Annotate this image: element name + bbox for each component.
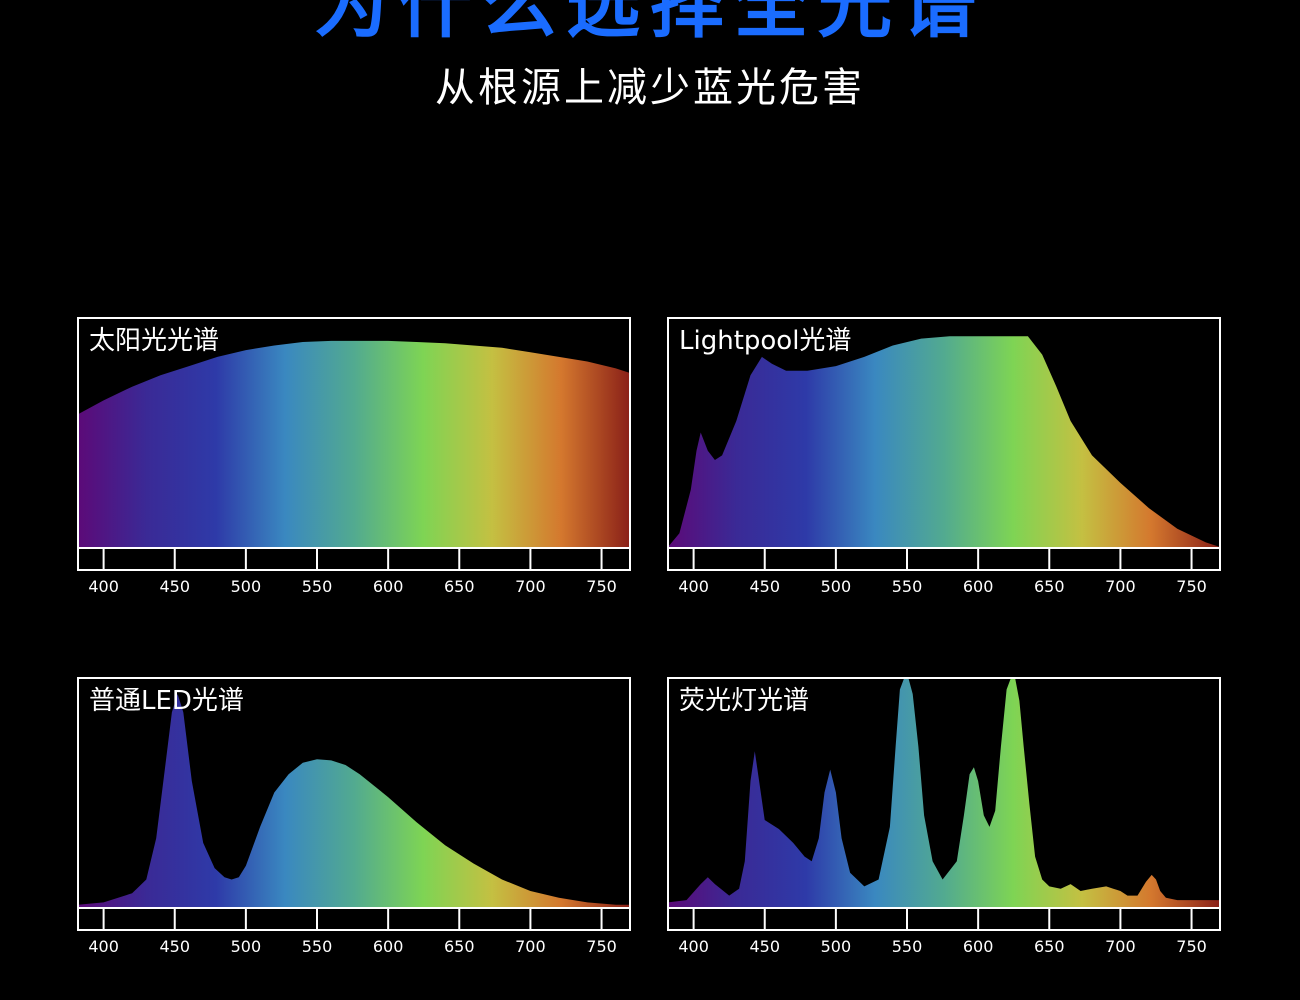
chart-frame: [667, 677, 1221, 931]
x-tick-label: 400: [88, 937, 119, 956]
x-tick-label: 500: [231, 577, 262, 596]
x-tick-label: 550: [892, 577, 923, 596]
x-tick-label: 500: [821, 577, 852, 596]
x-tick-label: 450: [749, 577, 780, 596]
spectrum-panel-led: 400 450 500 550 600 650 700 750 普通LED光谱: [77, 677, 631, 959]
x-tick-label: 700: [515, 937, 546, 956]
spectrum-chart-lightpool: 400 450 500 550 600 650 700 750: [667, 317, 1221, 596]
x-tick-label: 700: [515, 577, 546, 596]
x-tick-label: 650: [444, 577, 475, 596]
x-tick-label: 450: [159, 577, 190, 596]
x-tick-label: 650: [1034, 577, 1065, 596]
panel-title: 荧光灯光谱: [679, 686, 810, 716]
spectrum-chart-led: 400 450 500 550 600 650 700 750: [77, 677, 631, 956]
x-tick-label: 400: [678, 577, 709, 596]
page-title: 为什么选择全光谱: [314, 0, 986, 48]
spectrum-panel-lightpool: 400 450 500 550 600 650 700 750 Lightpool光谱: [667, 317, 1221, 599]
x-tick-label: 600: [373, 577, 404, 596]
spectrum-panel-sunlight: 400 450 500 550 600 650 700 750 太阳光光谱: [77, 317, 631, 599]
page-subtitle: 从根源上减少蓝光危害: [435, 65, 865, 111]
panel-title: Lightpool光谱: [679, 326, 852, 356]
spectrum-chart-fluorescent: 400 450 500 550 600 650 700 750: [667, 677, 1221, 956]
x-tick-label: 750: [586, 937, 617, 956]
x-tick-label: 600: [963, 937, 994, 956]
x-tick-label: 750: [1176, 937, 1207, 956]
x-tick-label: 650: [444, 937, 475, 956]
x-tick-label: 600: [963, 577, 994, 596]
x-tick-label: 500: [821, 937, 852, 956]
panel-title: 普通LED光谱: [89, 686, 244, 716]
x-tick-label: 550: [302, 937, 333, 956]
x-tick-label: 750: [1176, 577, 1207, 596]
x-tick-label: 400: [88, 577, 119, 596]
x-tick-label: 700: [1105, 937, 1136, 956]
spectrum-chart-sunlight: 400 450 500 550 600 650 700 750: [77, 317, 631, 596]
x-tick-label: 750: [586, 577, 617, 596]
x-tick-label: 700: [1105, 577, 1136, 596]
spectrum-area: [78, 340, 630, 547]
x-tick-label: 500: [231, 937, 262, 956]
x-tick-label: 650: [1034, 937, 1065, 956]
chart-frame: [667, 317, 1221, 571]
x-tick-label: 550: [892, 937, 923, 956]
x-tick-label: 600: [373, 937, 404, 956]
chart-frame: [77, 677, 631, 931]
x-tick-label: 550: [302, 577, 333, 596]
spectrum-area: [78, 694, 630, 907]
panel-title: 太阳光光谱: [89, 326, 220, 356]
x-tick-label: 450: [159, 937, 190, 956]
x-tick-label: 450: [749, 937, 780, 956]
spectrum-panel-fluorescent: 400 450 500 550 600 650 700 750 荧光灯光谱: [667, 677, 1221, 959]
x-tick-label: 400: [678, 937, 709, 956]
chart-frame: [77, 317, 631, 571]
spectrum-area: [668, 336, 1220, 547]
